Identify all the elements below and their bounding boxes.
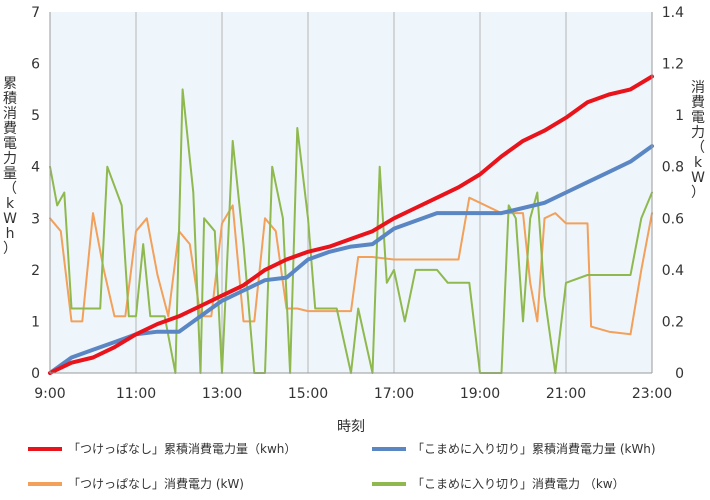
x-tick-label: 21:00 xyxy=(546,386,586,402)
series-line-2 xyxy=(48,144,654,375)
x-tick-label: 13:00 xyxy=(202,386,242,402)
x-tick-labels: 9:00 11:00 13:00 15:00 17:00 19:00 21:00 23:00 xyxy=(34,386,672,402)
right-y-tick-label: 0.8 xyxy=(662,160,684,176)
legend: 「つけっぱなし」累積消費電力量（kwh） 「こまめに入り切り」累積消費電力量 (k… xyxy=(28,441,656,491)
left-y-tick-label: 6 xyxy=(31,57,40,73)
series-line-3 xyxy=(49,196,653,336)
right-y-tick-label: 1.2 xyxy=(662,57,684,73)
right-y-tick-label: 0 xyxy=(675,366,684,382)
x-tick-label: 9:00 xyxy=(34,386,65,402)
x-tick-label: 11:00 xyxy=(116,386,156,402)
series-line-4 xyxy=(49,88,653,374)
left-y-tick-label: 4 xyxy=(31,160,40,176)
left-y-tick-label: 5 xyxy=(31,108,40,124)
x-tick-label: 17:00 xyxy=(374,386,414,402)
series-line-1 xyxy=(48,74,654,375)
left-y-tick-label: 1 xyxy=(31,314,40,330)
right-axis-title: 消費電力（ k W） xyxy=(691,80,705,201)
x-tick-label: 15:00 xyxy=(288,386,328,402)
x-tick-label: 19:00 xyxy=(460,386,500,402)
legend-label: 「つけっぱなし」累積消費電力量（kwh） xyxy=(68,441,296,456)
right-y-tick-label: 1.4 xyxy=(662,5,684,21)
left-y-tick-labels: 0 1 2 3 4 5 6 7 xyxy=(31,5,40,382)
right-y-tick-label: 0.6 xyxy=(662,211,684,227)
legend-label: 「こまめに入り切り」消費電力 （kw） xyxy=(412,476,625,491)
x-axis-title: 時刻 xyxy=(337,419,365,435)
right-y-tick-label: 0.4 xyxy=(662,263,684,279)
left-y-tick-label: 7 xyxy=(31,5,40,21)
series-lines xyxy=(48,74,654,375)
x-tick-label: 23:00 xyxy=(632,386,672,402)
left-y-tick-label: 0 xyxy=(31,366,40,382)
right-y-tick-labels: 0 0.2 0.4 0.6 0.8 1 1.2 1.4 xyxy=(662,5,684,382)
legend-label: 「つけっぱなし」消費電力 (kW) xyxy=(68,476,244,491)
left-y-tick-label: 3 xyxy=(31,211,40,227)
legend-label: 「こまめに入り切り」累積消費電力量 (kWh) xyxy=(412,441,656,456)
left-y-tick-label: 2 xyxy=(31,263,40,279)
right-y-tick-label: 0.2 xyxy=(662,314,684,330)
right-y-tick-label: 1 xyxy=(675,108,684,124)
